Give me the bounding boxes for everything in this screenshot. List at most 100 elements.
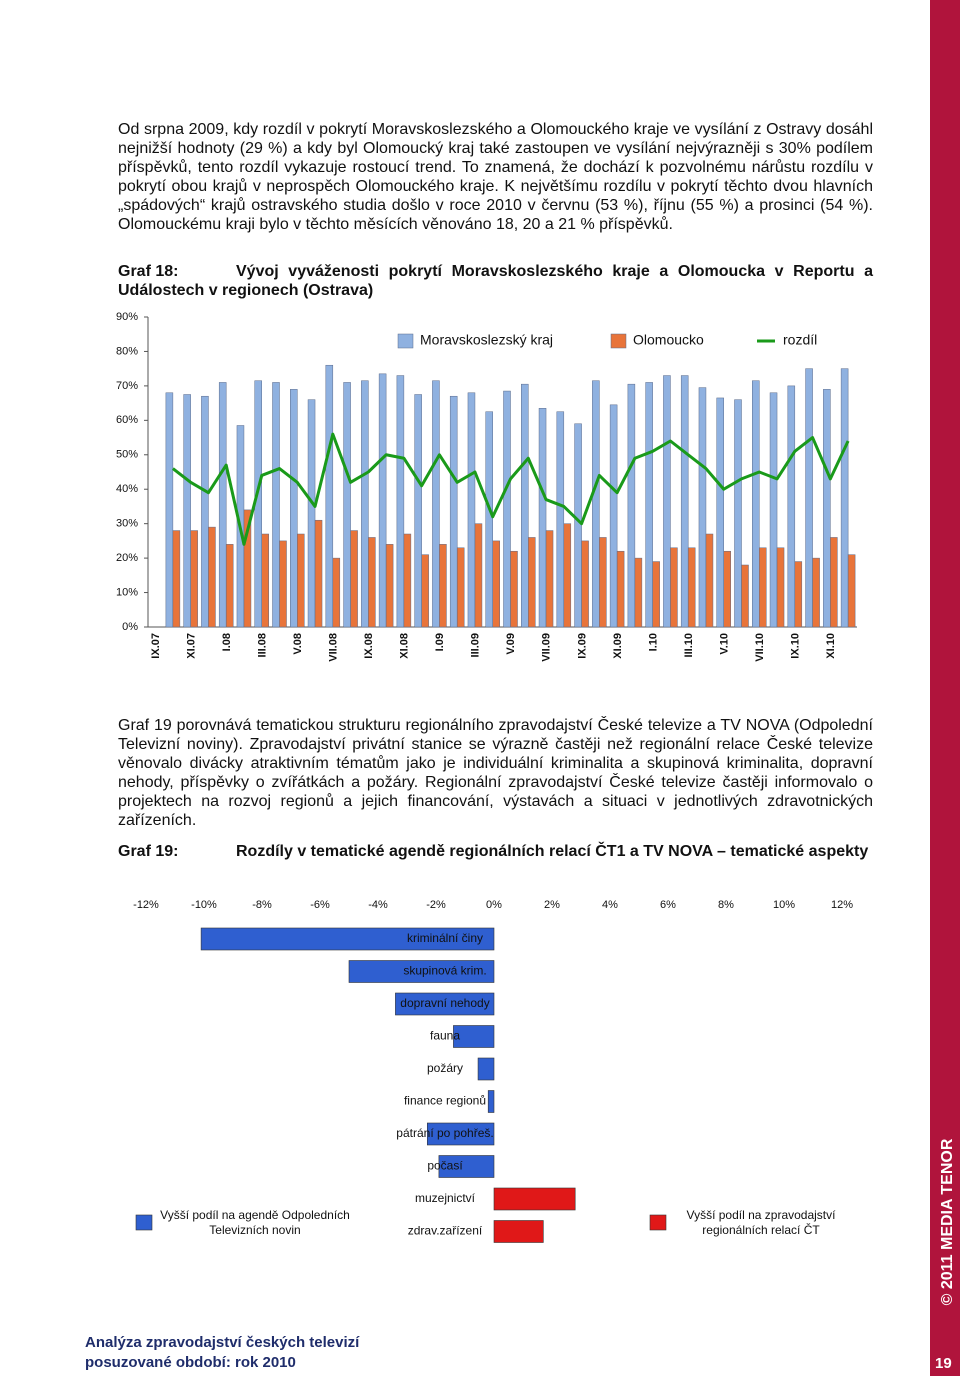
bar — [261, 533, 269, 628]
y-tick-label: 0% — [122, 621, 138, 633]
bar — [395, 992, 495, 1016]
x-tick-label: VII.10 — [754, 633, 766, 662]
x-tick-label: I.08 — [221, 633, 233, 651]
legend-swatch — [135, 1214, 153, 1231]
bar — [830, 537, 838, 628]
bar — [290, 389, 298, 628]
category-label: zdrav.zařízení — [408, 1224, 483, 1238]
bar — [279, 540, 287, 628]
x-tick-label: 6% — [660, 899, 676, 911]
bar — [343, 382, 351, 628]
bar — [663, 375, 671, 628]
x-tick-label: IX.08 — [363, 633, 375, 659]
bar — [190, 530, 198, 628]
bar — [769, 392, 778, 628]
copyright: © 2011 MEDIA TENOR — [939, 1138, 956, 1306]
x-tick-label: VII.09 — [541, 633, 553, 662]
bar — [485, 411, 493, 628]
bar — [403, 533, 412, 628]
x-tick-label: I.10 — [647, 633, 659, 651]
bar — [218, 382, 227, 628]
x-tick-label: 4% — [602, 899, 618, 911]
x-tick-label: III.08 — [256, 633, 268, 657]
bar — [556, 411, 565, 628]
bar — [332, 557, 341, 628]
bar — [474, 523, 483, 628]
category-label: muzejnictví — [415, 1191, 476, 1205]
x-tick-label: IX.10 — [789, 633, 801, 659]
caption-label: Graf 18: — [118, 263, 179, 280]
category-label: počasí — [427, 1159, 463, 1173]
x-tick-label: 8% — [718, 899, 734, 911]
bar — [208, 526, 216, 628]
x-tick-label: VII.08 — [327, 633, 339, 662]
x-tick-label: -10% — [191, 899, 217, 911]
bar — [563, 523, 572, 628]
bar — [456, 547, 465, 628]
bar — [243, 509, 252, 628]
legend-label: Vyšší podíl na zpravodajství regionálníc… — [686, 1208, 836, 1237]
legend-label: Vyšší podíl na agendě Odpoledních Televi… — [160, 1208, 350, 1237]
caption: Graf 19: Rozdíly v tematické agendě regio… — [118, 842, 873, 862]
x-tick-label: XI.07 — [185, 633, 197, 659]
bar — [599, 537, 607, 628]
bar — [467, 392, 476, 628]
legend-label: rozdíl — [783, 332, 817, 348]
x-tick-label: -12% — [133, 899, 159, 911]
x-tick-label: 12% — [831, 899, 853, 911]
footer-title: Analýza zpravodajství českých televizí — [85, 1334, 360, 1351]
paragraph: Od srpna 2009, kdy rozdíl v pokrytí Mora… — [118, 121, 873, 233]
bar — [521, 383, 529, 628]
bar — [165, 392, 174, 628]
y-tick-label: 30% — [116, 518, 138, 530]
bar — [297, 533, 305, 628]
bar — [396, 375, 405, 628]
bar — [426, 1122, 495, 1146]
caption-text: Vývoj vyváženosti pokrytí Moravskoslezsk… — [118, 263, 873, 299]
x-tick-label: XI.08 — [399, 633, 411, 659]
bar — [581, 540, 589, 628]
legend-swatch — [397, 333, 414, 349]
caption-text: Rozdíly v tematické agendě regionálních … — [236, 843, 869, 860]
bar — [307, 399, 316, 628]
paragraph: Graf 19 porovnává tematickou strukturu r… — [118, 717, 873, 829]
bar — [645, 382, 653, 628]
bar — [201, 395, 209, 628]
bar — [200, 927, 495, 951]
category-label: dopravní nehody — [400, 996, 489, 1010]
bar — [716, 397, 724, 628]
category-label: skupinová krim. — [403, 964, 486, 978]
x-tick-label: IX.07 — [150, 633, 162, 659]
bar — [510, 550, 518, 628]
legend-swatch — [610, 333, 627, 349]
x-tick-label: I.09 — [434, 633, 446, 651]
x-tick-label: III.10 — [683, 633, 695, 657]
bar — [794, 561, 803, 628]
bar — [627, 383, 636, 628]
x-tick-label: -2% — [426, 899, 446, 911]
y-tick-label: 50% — [116, 449, 138, 461]
bar — [477, 1057, 495, 1081]
bar — [421, 554, 429, 628]
legend-swatch — [649, 1214, 667, 1231]
x-tick-label: IX.09 — [576, 633, 588, 659]
footer-period: posuzované období: rok 2010 — [85, 1354, 296, 1371]
legend-label: Olomoucko — [633, 332, 704, 348]
bar — [493, 1220, 544, 1243]
bar — [787, 385, 796, 628]
bar — [776, 547, 785, 628]
x-tick-label: V.09 — [505, 633, 517, 655]
bar — [272, 382, 280, 628]
bar — [805, 368, 813, 628]
bar — [225, 544, 234, 628]
bar — [348, 960, 495, 983]
caption: Graf 18: Vývoj vyváženosti pokrytí Moravs… — [118, 262, 873, 300]
bar — [840, 368, 849, 628]
bar — [439, 544, 447, 628]
x-tick-label: V.08 — [292, 633, 304, 655]
x-tick-label: -4% — [368, 899, 388, 911]
legend-label: Moravskoslezský kraj — [420, 332, 553, 348]
bar — [545, 530, 554, 628]
bar — [652, 561, 660, 628]
